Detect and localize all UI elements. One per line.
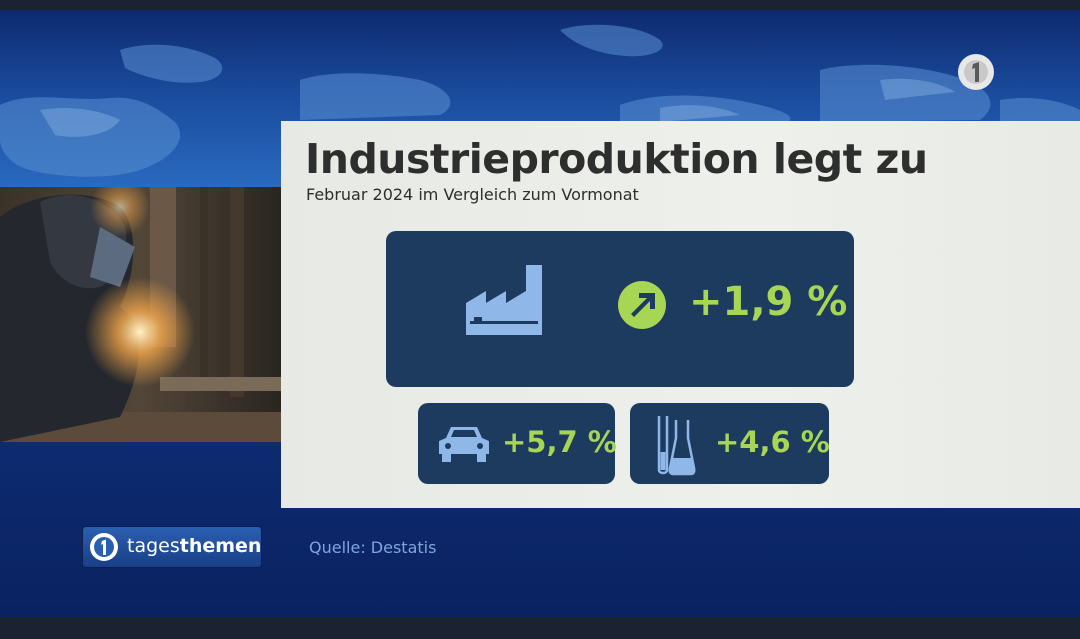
source-caption: Quelle: Destatis [309, 538, 437, 557]
page-subtitle: Februar 2024 im Vergleich zum Vormonat [306, 185, 639, 204]
chemicals-card: +4,6 % [630, 403, 830, 484]
car-icon [439, 427, 489, 462]
automotive-change-value: +5,7 % [502, 425, 617, 459]
top-letterbox-bar [0, 0, 1080, 10]
show-name: tagesthemen [127, 535, 261, 557]
lab-flask-icon [657, 416, 696, 476]
automotive-card: +5,7 % [418, 403, 617, 484]
total-production-card: +1,9 % [386, 231, 854, 387]
show-name-bold: themen [179, 535, 262, 557]
world-map-continents [0, 24, 1080, 177]
show-name-light: tages [127, 535, 180, 557]
page-title: Industrieproduktion legt zu [305, 135, 928, 183]
welder-photo [0, 187, 281, 442]
total-change-value: +1,9 % [689, 279, 848, 325]
ard-one-logo-icon [90, 533, 118, 561]
chemicals-change-value: +4,6 % [715, 425, 830, 459]
info-panel: Industrieproduktion legt zu Februar 2024… [281, 121, 1080, 508]
arrow-up-right-icon [618, 281, 666, 329]
factory-icon [466, 265, 542, 335]
bottom-letterbox-bar [0, 617, 1080, 639]
ard-one-logo-icon [958, 54, 994, 90]
tagesthemen-logo: tagesthemen [83, 527, 261, 567]
